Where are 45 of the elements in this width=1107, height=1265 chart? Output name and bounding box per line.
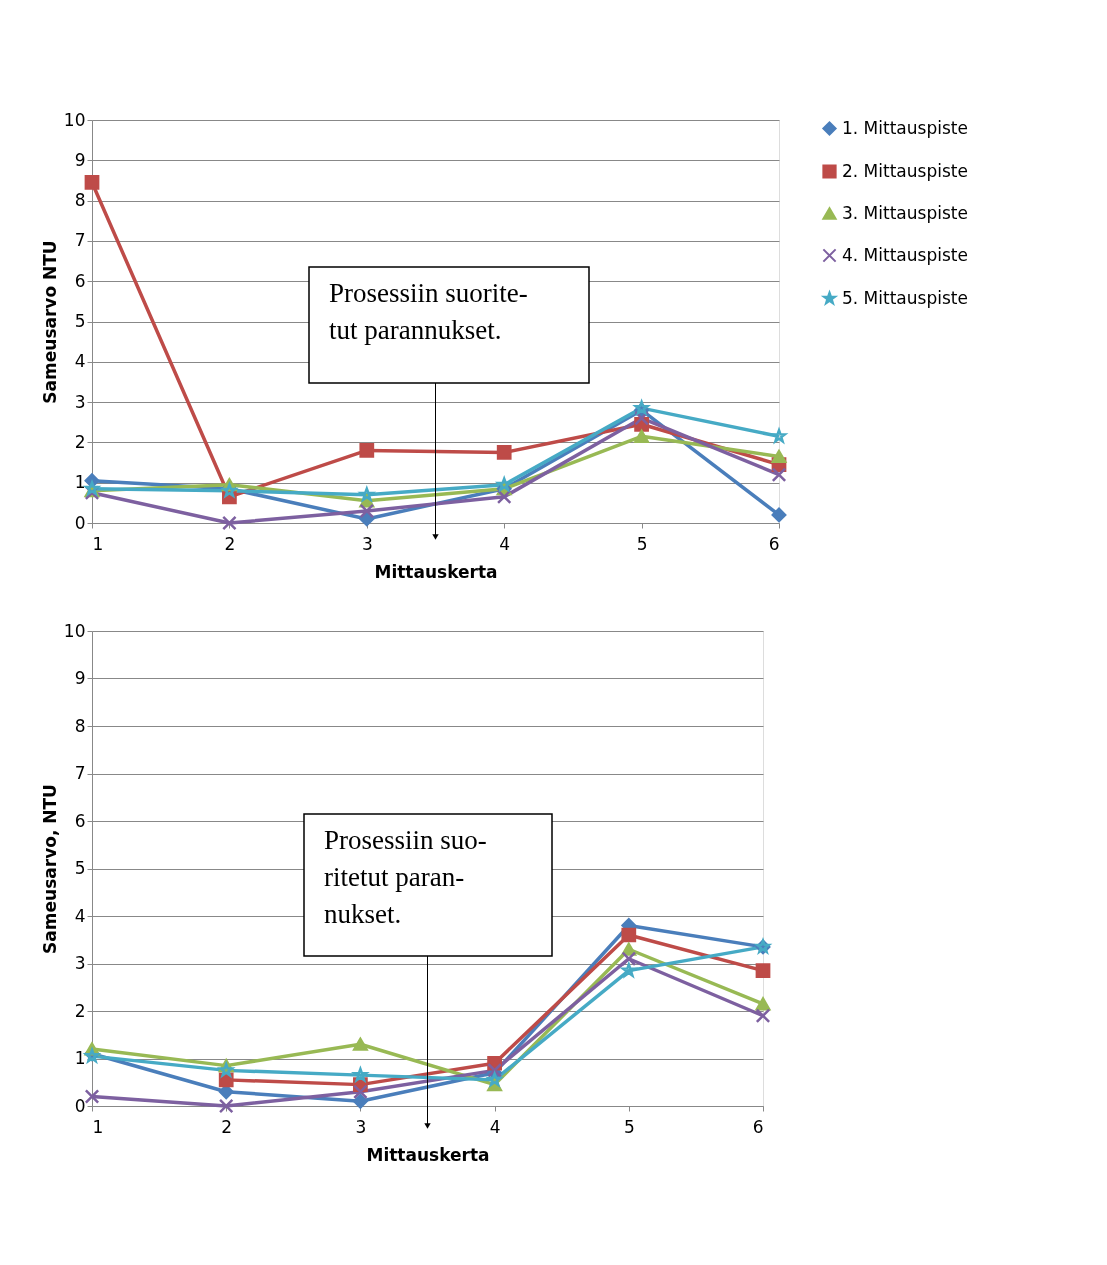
x-axis-title: Mittauskerta bbox=[374, 561, 498, 582]
y-tick-label: 2 bbox=[74, 1000, 86, 1021]
x-tick-label: 5 bbox=[623, 1116, 635, 1137]
y-tick-label: 5 bbox=[74, 311, 86, 331]
y-tick-label: 0 bbox=[74, 1095, 86, 1116]
x-tick-label: 3 bbox=[361, 533, 373, 554]
y-tick-label: 0 bbox=[74, 512, 86, 533]
y-tick-label: 10 bbox=[63, 109, 86, 130]
x-tick-label: 6 bbox=[768, 533, 780, 554]
y-axis-title: Sameusarvo NTU bbox=[39, 240, 60, 404]
x-tick-label: 6 bbox=[752, 1116, 764, 1137]
y-tick-label: 9 bbox=[74, 668, 86, 688]
x-tick-label: 3 bbox=[355, 1116, 367, 1137]
annotation: Prosessiin suo- ritetut paran- nukset. bbox=[324, 825, 487, 929]
y-tick-label: 5 bbox=[74, 858, 86, 878]
y-tick-label: 6 bbox=[74, 810, 86, 831]
y-tick-label: 6 bbox=[74, 270, 86, 291]
x-tick-label: 4 bbox=[489, 1116, 501, 1137]
legend-label: 3. Mittauspiste bbox=[842, 202, 968, 223]
y-tick-label: 3 bbox=[74, 391, 86, 412]
legend-label: 2. Mittauspiste bbox=[842, 160, 968, 181]
y-tick-label: 7 bbox=[74, 763, 86, 783]
y-tick-label: 8 bbox=[74, 715, 86, 736]
x-tick-label: 1 bbox=[92, 1116, 104, 1137]
y-tick-label: 7 bbox=[74, 230, 86, 251]
legend-label: 5. Mittauspiste bbox=[842, 287, 968, 308]
x-tick-label: 2 bbox=[221, 1116, 233, 1137]
x-tick-label: 2 bbox=[224, 533, 236, 554]
y-tick-label: 4 bbox=[74, 351, 86, 372]
y-tick-label: 1 bbox=[74, 1048, 86, 1068]
x-tick-label: 5 bbox=[636, 533, 648, 554]
y-tick-label: 3 bbox=[74, 953, 86, 973]
y-tick-label: 2 bbox=[74, 431, 86, 452]
x-tick-label: 1 bbox=[92, 533, 104, 554]
y-tick-label: 10 bbox=[63, 620, 86, 641]
legend-label: 1. Mittauspiste bbox=[842, 117, 968, 138]
y-axis-title: Sameusarvo, NTU bbox=[39, 784, 60, 954]
y-tick-label: 8 bbox=[74, 190, 86, 211]
legend-label: 4. Mittauspiste bbox=[842, 244, 968, 265]
y-tick-label: 1 bbox=[74, 472, 86, 493]
y-tick-label: 4 bbox=[74, 905, 86, 926]
annotation: Prosessiin suorite- tut parannukset. bbox=[329, 278, 528, 345]
y-tick-label: 9 bbox=[74, 149, 86, 170]
x-axis-title: Mittauskerta bbox=[366, 1144, 490, 1165]
x-tick-label: 4 bbox=[499, 533, 511, 554]
